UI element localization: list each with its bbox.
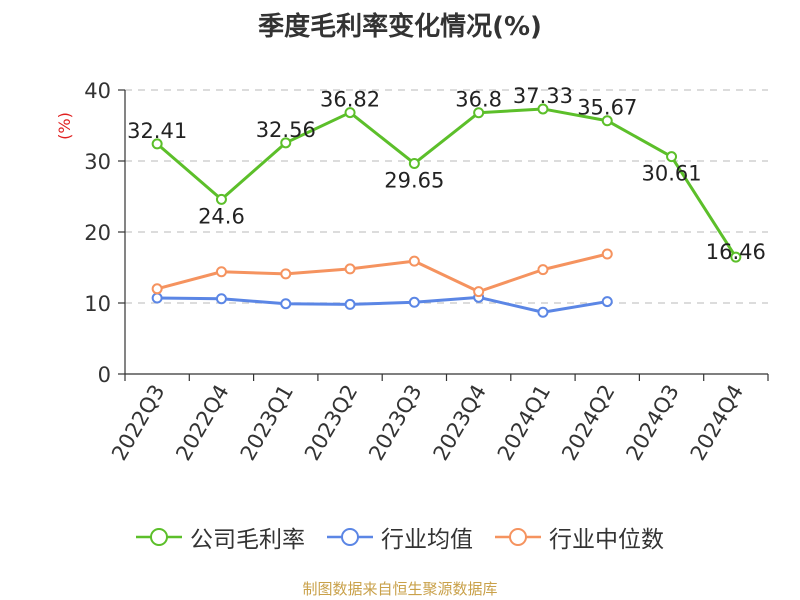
legend-marker-industry-median <box>495 528 541 546</box>
y-tick-label: 20 <box>84 221 111 245</box>
data-point <box>215 293 227 305</box>
x-tick-label: 2023Q2 <box>300 381 362 465</box>
y-tick-label: 30 <box>84 150 111 174</box>
data-point <box>151 138 163 150</box>
data-label: 29.65 <box>384 168 444 192</box>
data-point <box>730 251 742 263</box>
data-point <box>280 137 292 149</box>
data-label: 36.82 <box>320 88 380 112</box>
data-point <box>344 298 356 310</box>
data-label: 16.46 <box>706 240 766 264</box>
data-point <box>151 292 163 304</box>
x-tick-label: 2023Q4 <box>429 381 491 465</box>
data-point <box>215 193 227 205</box>
legend-label-industry-mean: 行业均值 <box>381 527 473 553</box>
data-label: 37.33 <box>513 84 573 108</box>
data-point <box>280 268 292 280</box>
data-label: 35.67 <box>577 96 637 120</box>
data-point <box>408 157 420 169</box>
x-tick-label: 2024Q3 <box>621 381 683 465</box>
x-tick-label: 2024Q2 <box>557 381 619 465</box>
data-point <box>408 255 420 267</box>
series-line-1 <box>157 295 608 314</box>
data-point <box>473 107 485 119</box>
y-axis-label: (%) <box>55 112 74 140</box>
data-point <box>473 286 485 298</box>
data-point <box>601 296 613 308</box>
y-tick-label: 40 <box>84 79 111 103</box>
chart-legend: 公司毛利率 行业均值 行业中位数 <box>0 520 800 554</box>
data-point <box>344 263 356 275</box>
data-label: 32.56 <box>256 118 316 142</box>
data-point <box>601 115 613 127</box>
x-tick-label: 2022Q4 <box>171 381 233 465</box>
legend-item-industry-median[interactable]: 行业中位数 <box>495 520 664 554</box>
legend-item-industry-mean[interactable]: 行业均值 <box>327 520 473 554</box>
x-tick-label: 2024Q4 <box>686 381 748 465</box>
x-tick-label: 2023Q3 <box>364 381 426 465</box>
data-point <box>280 298 292 310</box>
x-tick-label: 2022Q3 <box>107 381 169 465</box>
data-point <box>537 306 549 318</box>
data-point <box>537 264 549 276</box>
legend-label-company: 公司毛利率 <box>190 527 305 553</box>
data-point <box>537 103 549 115</box>
x-tick-label: 2024Q1 <box>493 381 555 465</box>
data-point <box>215 266 227 278</box>
y-tick-label: 10 <box>84 292 111 316</box>
data-point <box>601 248 613 260</box>
data-point <box>151 283 163 295</box>
chart-title: 季度毛利率变化情况(%) <box>258 12 542 42</box>
series-line-0 <box>156 107 738 258</box>
data-point <box>666 151 678 163</box>
legend-item-company[interactable]: 公司毛利率 <box>136 520 305 554</box>
data-label: 32.41 <box>127 119 187 143</box>
data-label: 36.8 <box>455 88 502 112</box>
legend-marker-company <box>136 528 182 546</box>
data-label: 24.6 <box>198 204 245 228</box>
x-tick-label: 2023Q1 <box>236 381 298 465</box>
data-label: 30.61 <box>641 162 701 186</box>
data-point <box>344 107 356 119</box>
source-note: 制图数据来自恒生聚源数据库 <box>302 580 498 598</box>
legend-label-industry-median: 行业中位数 <box>549 527 664 553</box>
data-point <box>408 296 420 308</box>
series-line-2 <box>156 252 608 294</box>
legend-marker-industry-mean <box>327 528 373 546</box>
y-tick-label: 0 <box>98 363 111 387</box>
